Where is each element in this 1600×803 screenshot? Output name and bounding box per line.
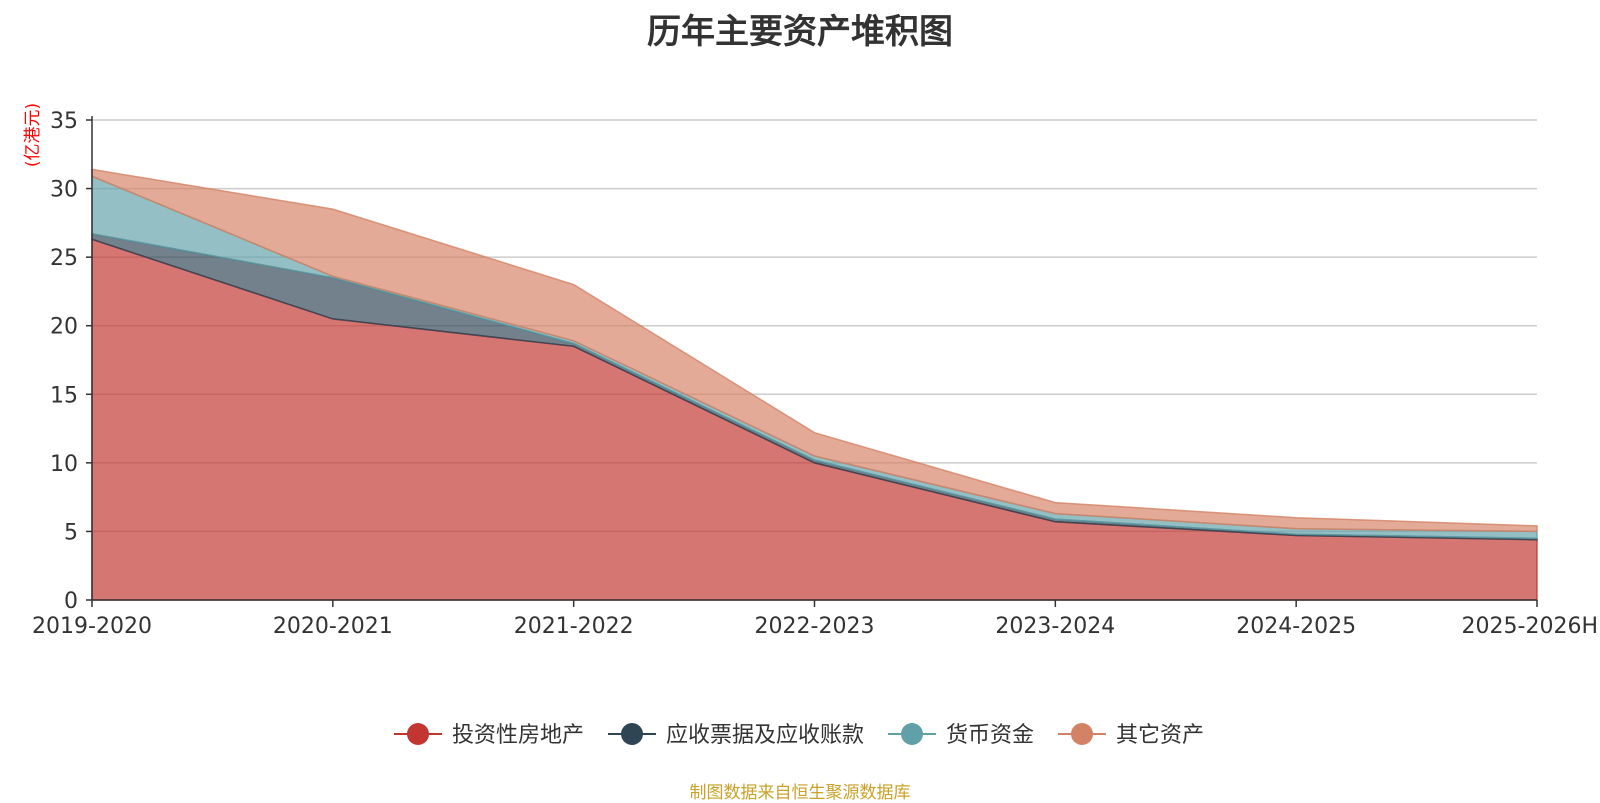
x-tick-label: 2021-2022: [514, 614, 634, 639]
legend-label: 货币资金: [946, 723, 1034, 748]
legend-item[interactable]: 应收票据及应收账款: [608, 723, 864, 748]
legend-item[interactable]: 其它资产: [1058, 723, 1204, 748]
x-tick-label: 2024-2025: [1236, 614, 1356, 639]
x-tick-label: 2019-2020: [32, 614, 152, 639]
legend: 投资性房地产 应收票据及应收账款 货币资金 其它资产: [394, 723, 1204, 748]
legend-marker: [621, 723, 643, 745]
area-其它资产: [91, 168, 1538, 533]
legend-marker: [407, 723, 429, 745]
legend-marker: [1071, 723, 1093, 745]
legend-label: 其它资产: [1116, 723, 1204, 748]
legend-label: 应收票据及应收账款: [666, 723, 864, 748]
y-tick-label: 10: [50, 452, 78, 477]
y-tick-label: 20: [50, 315, 78, 340]
legend-marker: [901, 723, 923, 745]
y-tick-label: 35: [50, 109, 78, 134]
y-tick-label: 5: [64, 520, 78, 545]
x-tick-label: 2020-2021: [273, 614, 393, 639]
x-tick-label: 2023-2024: [995, 614, 1115, 639]
y-tick-label: 30: [50, 178, 78, 203]
y-tick-label: 15: [50, 383, 78, 408]
chart-title: 历年主要资产堆积图: [647, 12, 953, 52]
x-tick-label: 2022-2023: [755, 614, 875, 639]
y-tick-label: 25: [50, 246, 78, 271]
legend-item[interactable]: 投资性房地产: [394, 723, 584, 748]
y-tick-label: 0: [64, 589, 78, 614]
source-note: 制图数据来自恒生聚源数据库: [689, 783, 911, 803]
y-axis-unit-label: (亿港元): [23, 103, 43, 167]
x-tick-label: 2025-2026H: [1462, 614, 1598, 639]
area-series: [91, 168, 1538, 601]
legend-item[interactable]: 货币资金: [888, 723, 1034, 748]
legend-label: 投资性房地产: [452, 723, 584, 748]
axes: 0 5 10 15 20 25 30 35 2019-2020 2020-2021 2021-202…: [32, 109, 1598, 639]
